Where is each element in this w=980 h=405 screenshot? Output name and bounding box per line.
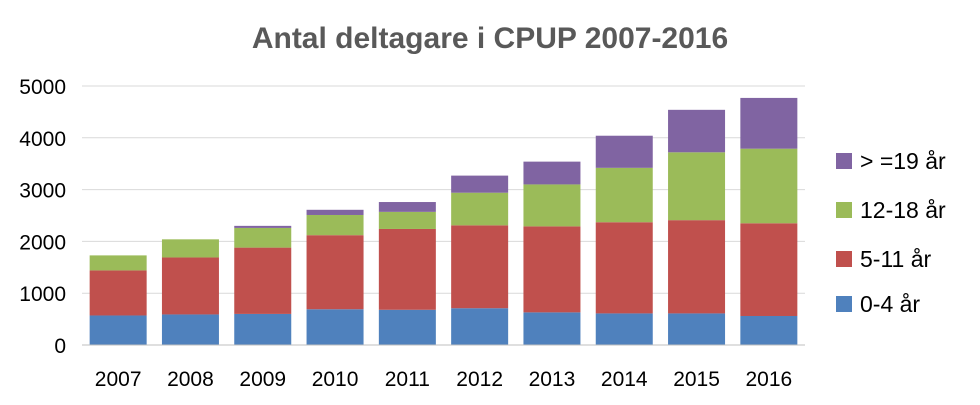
legend-swatch <box>836 296 852 312</box>
bar-segment <box>306 309 364 345</box>
x-tick-label: 2016 <box>745 368 792 391</box>
bar-segment <box>523 161 581 185</box>
x-tick-label: 2010 <box>312 368 359 391</box>
bar-segment <box>234 227 292 248</box>
legend-label: 12-18 år <box>860 197 946 223</box>
bar-segment <box>89 255 147 271</box>
bar-segment <box>523 226 581 313</box>
bar-segment <box>89 270 147 316</box>
legend-swatch <box>836 202 852 218</box>
y-tick-label: 2000 <box>19 231 66 254</box>
bar-segment <box>161 314 219 345</box>
x-tick-label: 2011 <box>385 368 430 391</box>
x-tick-label: 2012 <box>456 368 503 391</box>
bar-segment <box>740 223 798 316</box>
x-tick-label: 2009 <box>239 368 286 391</box>
y-axis: 0 1000 2000 3000 4000 5000 <box>19 76 66 358</box>
bar-segment <box>451 225 509 309</box>
legend-swatch <box>836 251 852 267</box>
bar-segment <box>595 222 653 314</box>
y-tick-label: 0 <box>54 335 66 358</box>
bar-segment <box>523 184 581 227</box>
x-tick-label: 2013 <box>529 368 576 391</box>
bar-segment <box>306 235 364 310</box>
x-tick-label: 2014 <box>601 368 648 391</box>
legend-label: 5-11 år <box>860 246 932 272</box>
bar-segment <box>378 202 436 212</box>
bar-segment <box>378 228 436 310</box>
bar-segment <box>668 152 726 221</box>
chart-title: Antal deltagare i CPUP 2007-2016 <box>252 22 728 55</box>
bars <box>89 97 798 345</box>
y-tick-label: 4000 <box>19 128 66 151</box>
legend-swatch <box>836 153 852 169</box>
bar-segment <box>740 97 798 149</box>
bar-segment <box>306 214 364 236</box>
bar-segment <box>451 192 509 226</box>
legend: > =19 år 12-18 år 5-11 år 0-4 år <box>836 148 946 317</box>
bar-segment <box>523 312 581 345</box>
y-tick-label: 3000 <box>19 180 66 203</box>
bar-segment <box>740 315 798 345</box>
bar-segment <box>161 257 219 315</box>
bar-segment <box>668 109 726 153</box>
bar-segment <box>451 175 509 193</box>
bar-segment <box>234 225 292 228</box>
bar-segment <box>668 313 726 345</box>
y-tick-label: 5000 <box>19 76 66 99</box>
bar-segment <box>595 167 653 223</box>
x-tick-label: 2008 <box>167 368 214 391</box>
y-tick-label: 1000 <box>19 283 66 306</box>
legend-label: 0-4 år <box>860 291 920 317</box>
bar-segment <box>668 220 726 314</box>
x-tick-label: 2007 <box>95 368 142 391</box>
bar-segment <box>89 315 147 345</box>
bar-segment <box>740 148 798 224</box>
bar-segment <box>234 247 292 314</box>
bar-segment <box>234 313 292 345</box>
bar-segment <box>161 239 219 258</box>
legend-label: > =19 år <box>860 148 946 174</box>
bar-segment <box>595 135 653 168</box>
bar-segment <box>595 313 653 345</box>
bar-segment <box>306 209 364 215</box>
bar-segment <box>378 211 436 229</box>
bar-segment <box>378 309 436 345</box>
x-tick-label: 2015 <box>673 368 720 391</box>
x-axis: 2007 2008 2009 2010 2011 2012 2013 2014 2015 2016 <box>82 344 805 391</box>
bar-segment <box>451 308 509 345</box>
